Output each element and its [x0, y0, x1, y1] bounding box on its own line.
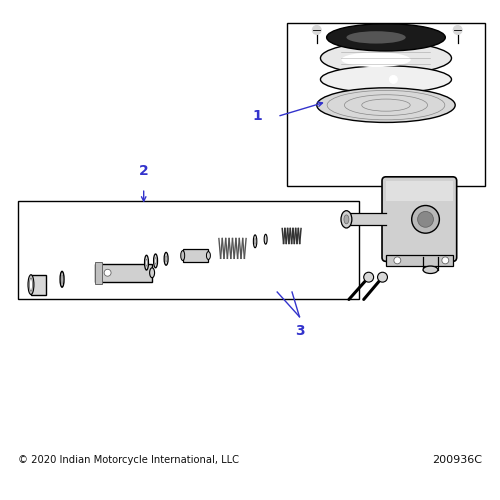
FancyBboxPatch shape: [382, 177, 456, 262]
Circle shape: [364, 272, 374, 282]
Ellipse shape: [326, 24, 446, 51]
Ellipse shape: [30, 278, 32, 291]
Ellipse shape: [60, 272, 64, 287]
Ellipse shape: [206, 252, 210, 260]
Ellipse shape: [166, 256, 167, 262]
Bar: [95, 264, 152, 281]
Polygon shape: [386, 181, 452, 201]
Bar: [95, 262, 102, 283]
Circle shape: [442, 257, 449, 264]
Ellipse shape: [62, 275, 63, 283]
Ellipse shape: [320, 42, 452, 74]
Text: 200936C: 200936C: [432, 455, 482, 465]
Circle shape: [390, 76, 398, 84]
Ellipse shape: [317, 88, 455, 122]
Ellipse shape: [254, 238, 256, 244]
Text: 1: 1: [252, 110, 262, 124]
Circle shape: [453, 26, 462, 35]
Text: 3: 3: [294, 324, 304, 338]
Circle shape: [378, 272, 388, 282]
Ellipse shape: [146, 259, 148, 266]
Circle shape: [412, 206, 440, 233]
Ellipse shape: [154, 254, 158, 268]
Circle shape: [104, 270, 111, 276]
Bar: [386, 255, 452, 266]
Circle shape: [394, 257, 401, 264]
Ellipse shape: [144, 255, 148, 270]
Text: © 2020 Indian Motorcycle International, LLC: © 2020 Indian Motorcycle International, …: [18, 455, 238, 465]
Circle shape: [312, 26, 321, 35]
Ellipse shape: [341, 210, 352, 228]
Ellipse shape: [342, 52, 410, 67]
Ellipse shape: [423, 266, 438, 274]
Ellipse shape: [344, 215, 349, 224]
Ellipse shape: [346, 31, 406, 44]
Bar: [346, 213, 386, 226]
Bar: [18, 200, 359, 300]
Ellipse shape: [254, 235, 257, 248]
Text: 2: 2: [139, 164, 148, 178]
Ellipse shape: [150, 268, 154, 278]
Ellipse shape: [264, 234, 267, 244]
Ellipse shape: [164, 252, 168, 265]
Bar: [182, 248, 208, 262]
Circle shape: [418, 212, 434, 228]
Ellipse shape: [28, 274, 34, 294]
Ellipse shape: [180, 250, 184, 260]
Ellipse shape: [155, 258, 156, 264]
Bar: [287, 22, 485, 186]
Ellipse shape: [320, 66, 452, 93]
Bar: [31, 274, 46, 294]
